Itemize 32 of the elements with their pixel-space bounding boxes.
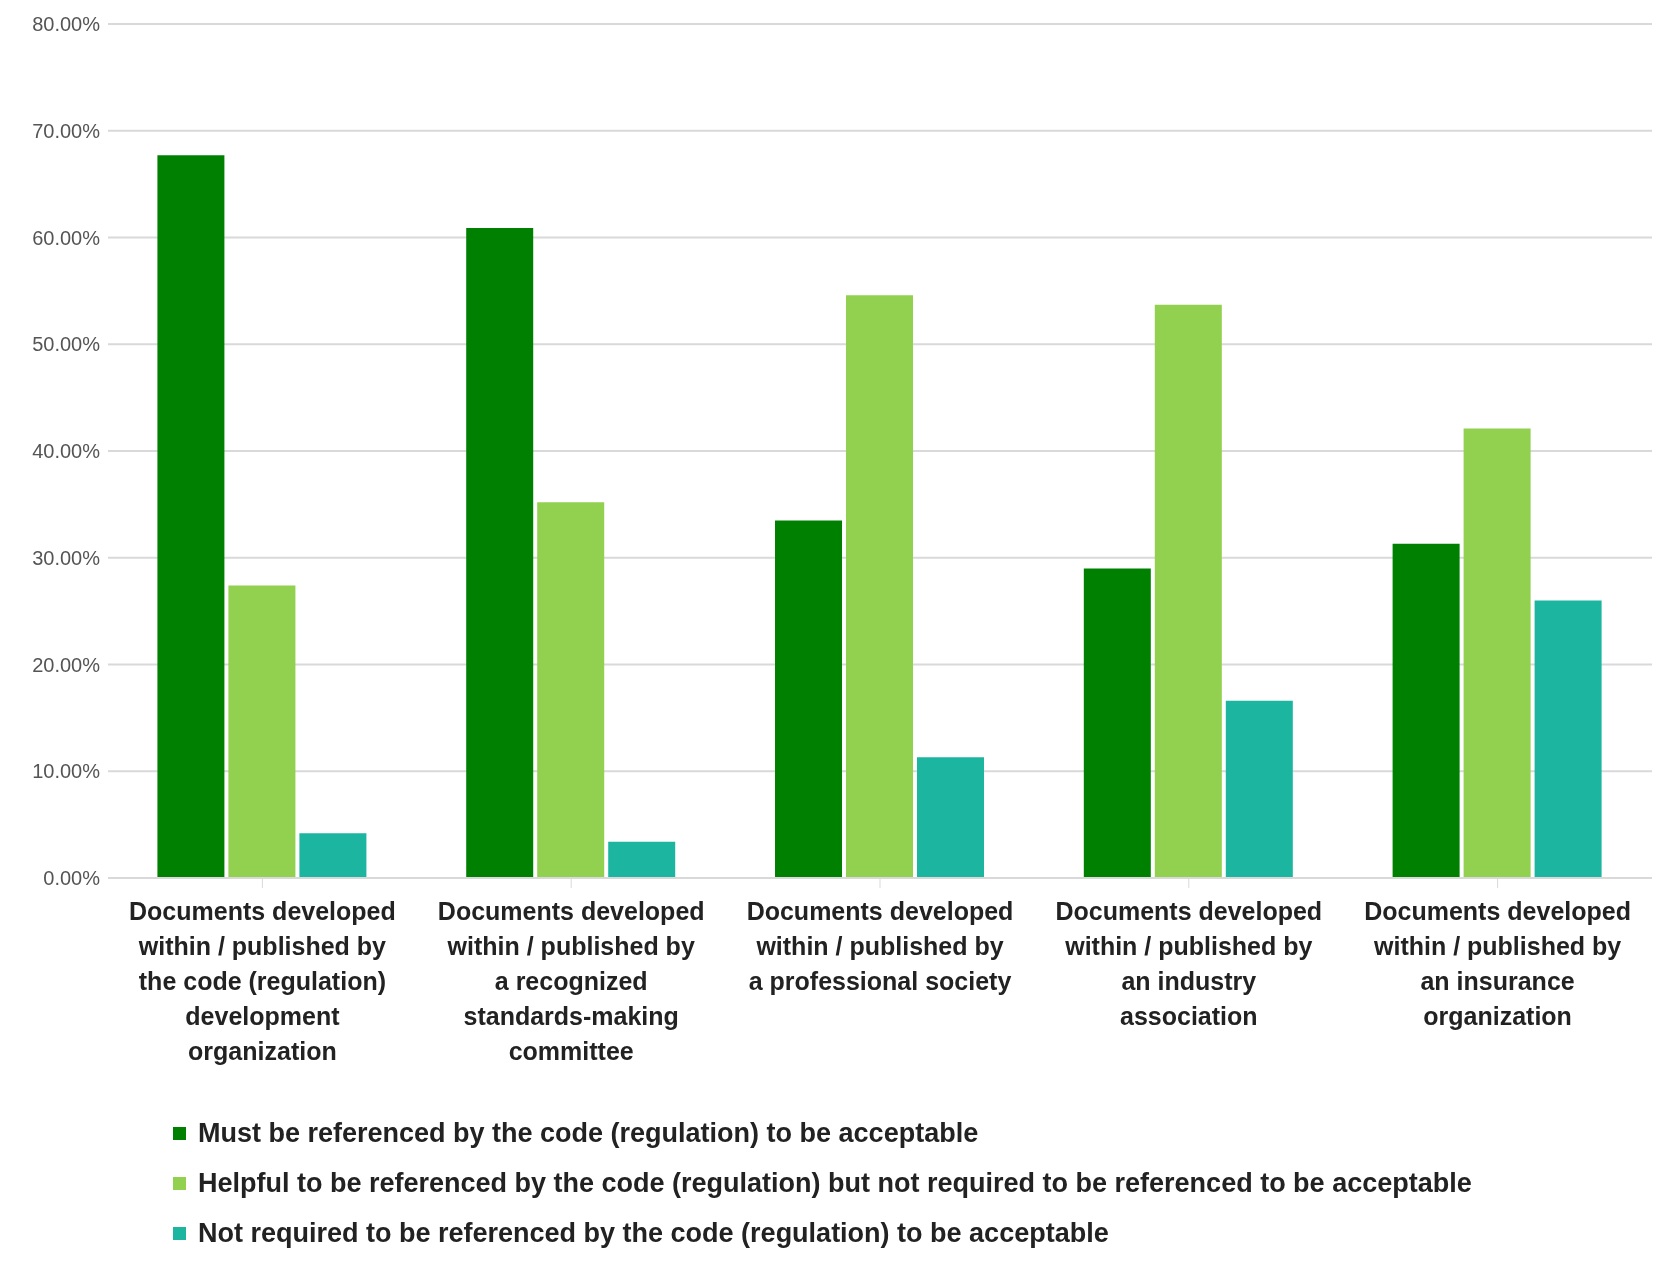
bar bbox=[608, 841, 676, 878]
bar bbox=[1225, 700, 1293, 878]
y-tick-label: 40.00% bbox=[32, 440, 101, 463]
bar bbox=[917, 757, 985, 878]
x-tick-label: Documents developed within / published by the code (regulation) development organization bbox=[129, 897, 396, 1065]
bar bbox=[466, 227, 534, 878]
y-tick-label: 80.00% bbox=[32, 13, 101, 36]
bar bbox=[299, 833, 367, 878]
bar bbox=[775, 520, 843, 878]
bar bbox=[1463, 428, 1531, 878]
bar bbox=[846, 295, 914, 878]
bar bbox=[1392, 543, 1460, 878]
y-tick-label: 50.00% bbox=[32, 333, 101, 356]
legend-label: Not required to be referenced by the code (regulation) to be acceptable bbox=[198, 1217, 1109, 1249]
y-tick-label: 10.00% bbox=[32, 760, 101, 783]
y-tick-label: 0.00% bbox=[43, 867, 101, 890]
bar bbox=[157, 155, 225, 878]
x-tick-label: Documents developed within / published by an industry association bbox=[1055, 897, 1323, 1030]
x-tick-label: Documents developed within / published by a recognized standards-making committee bbox=[437, 897, 705, 1065]
legend-label: Helpful to be referenced by the code (regulation) but not required to be referenced to be acceptable bbox=[198, 1167, 1472, 1199]
y-tick-label: 60.00% bbox=[32, 226, 101, 249]
x-tick-label: Documents developed within / published by an insurance organization bbox=[1364, 897, 1631, 1030]
bar bbox=[1154, 304, 1222, 878]
bar bbox=[537, 502, 605, 878]
y-tick-label: 30.00% bbox=[32, 546, 101, 569]
bar bbox=[1083, 568, 1151, 878]
bar bbox=[228, 585, 296, 878]
y-tick-label: 20.00% bbox=[32, 653, 101, 676]
bar bbox=[1534, 600, 1602, 878]
legend-label: Must be referenced by the code (regulation) to be acceptable bbox=[198, 1117, 979, 1149]
y-tick-label: 70.00% bbox=[32, 119, 101, 142]
x-tick-label: Documents developed within / published by a professional society bbox=[746, 897, 1014, 995]
